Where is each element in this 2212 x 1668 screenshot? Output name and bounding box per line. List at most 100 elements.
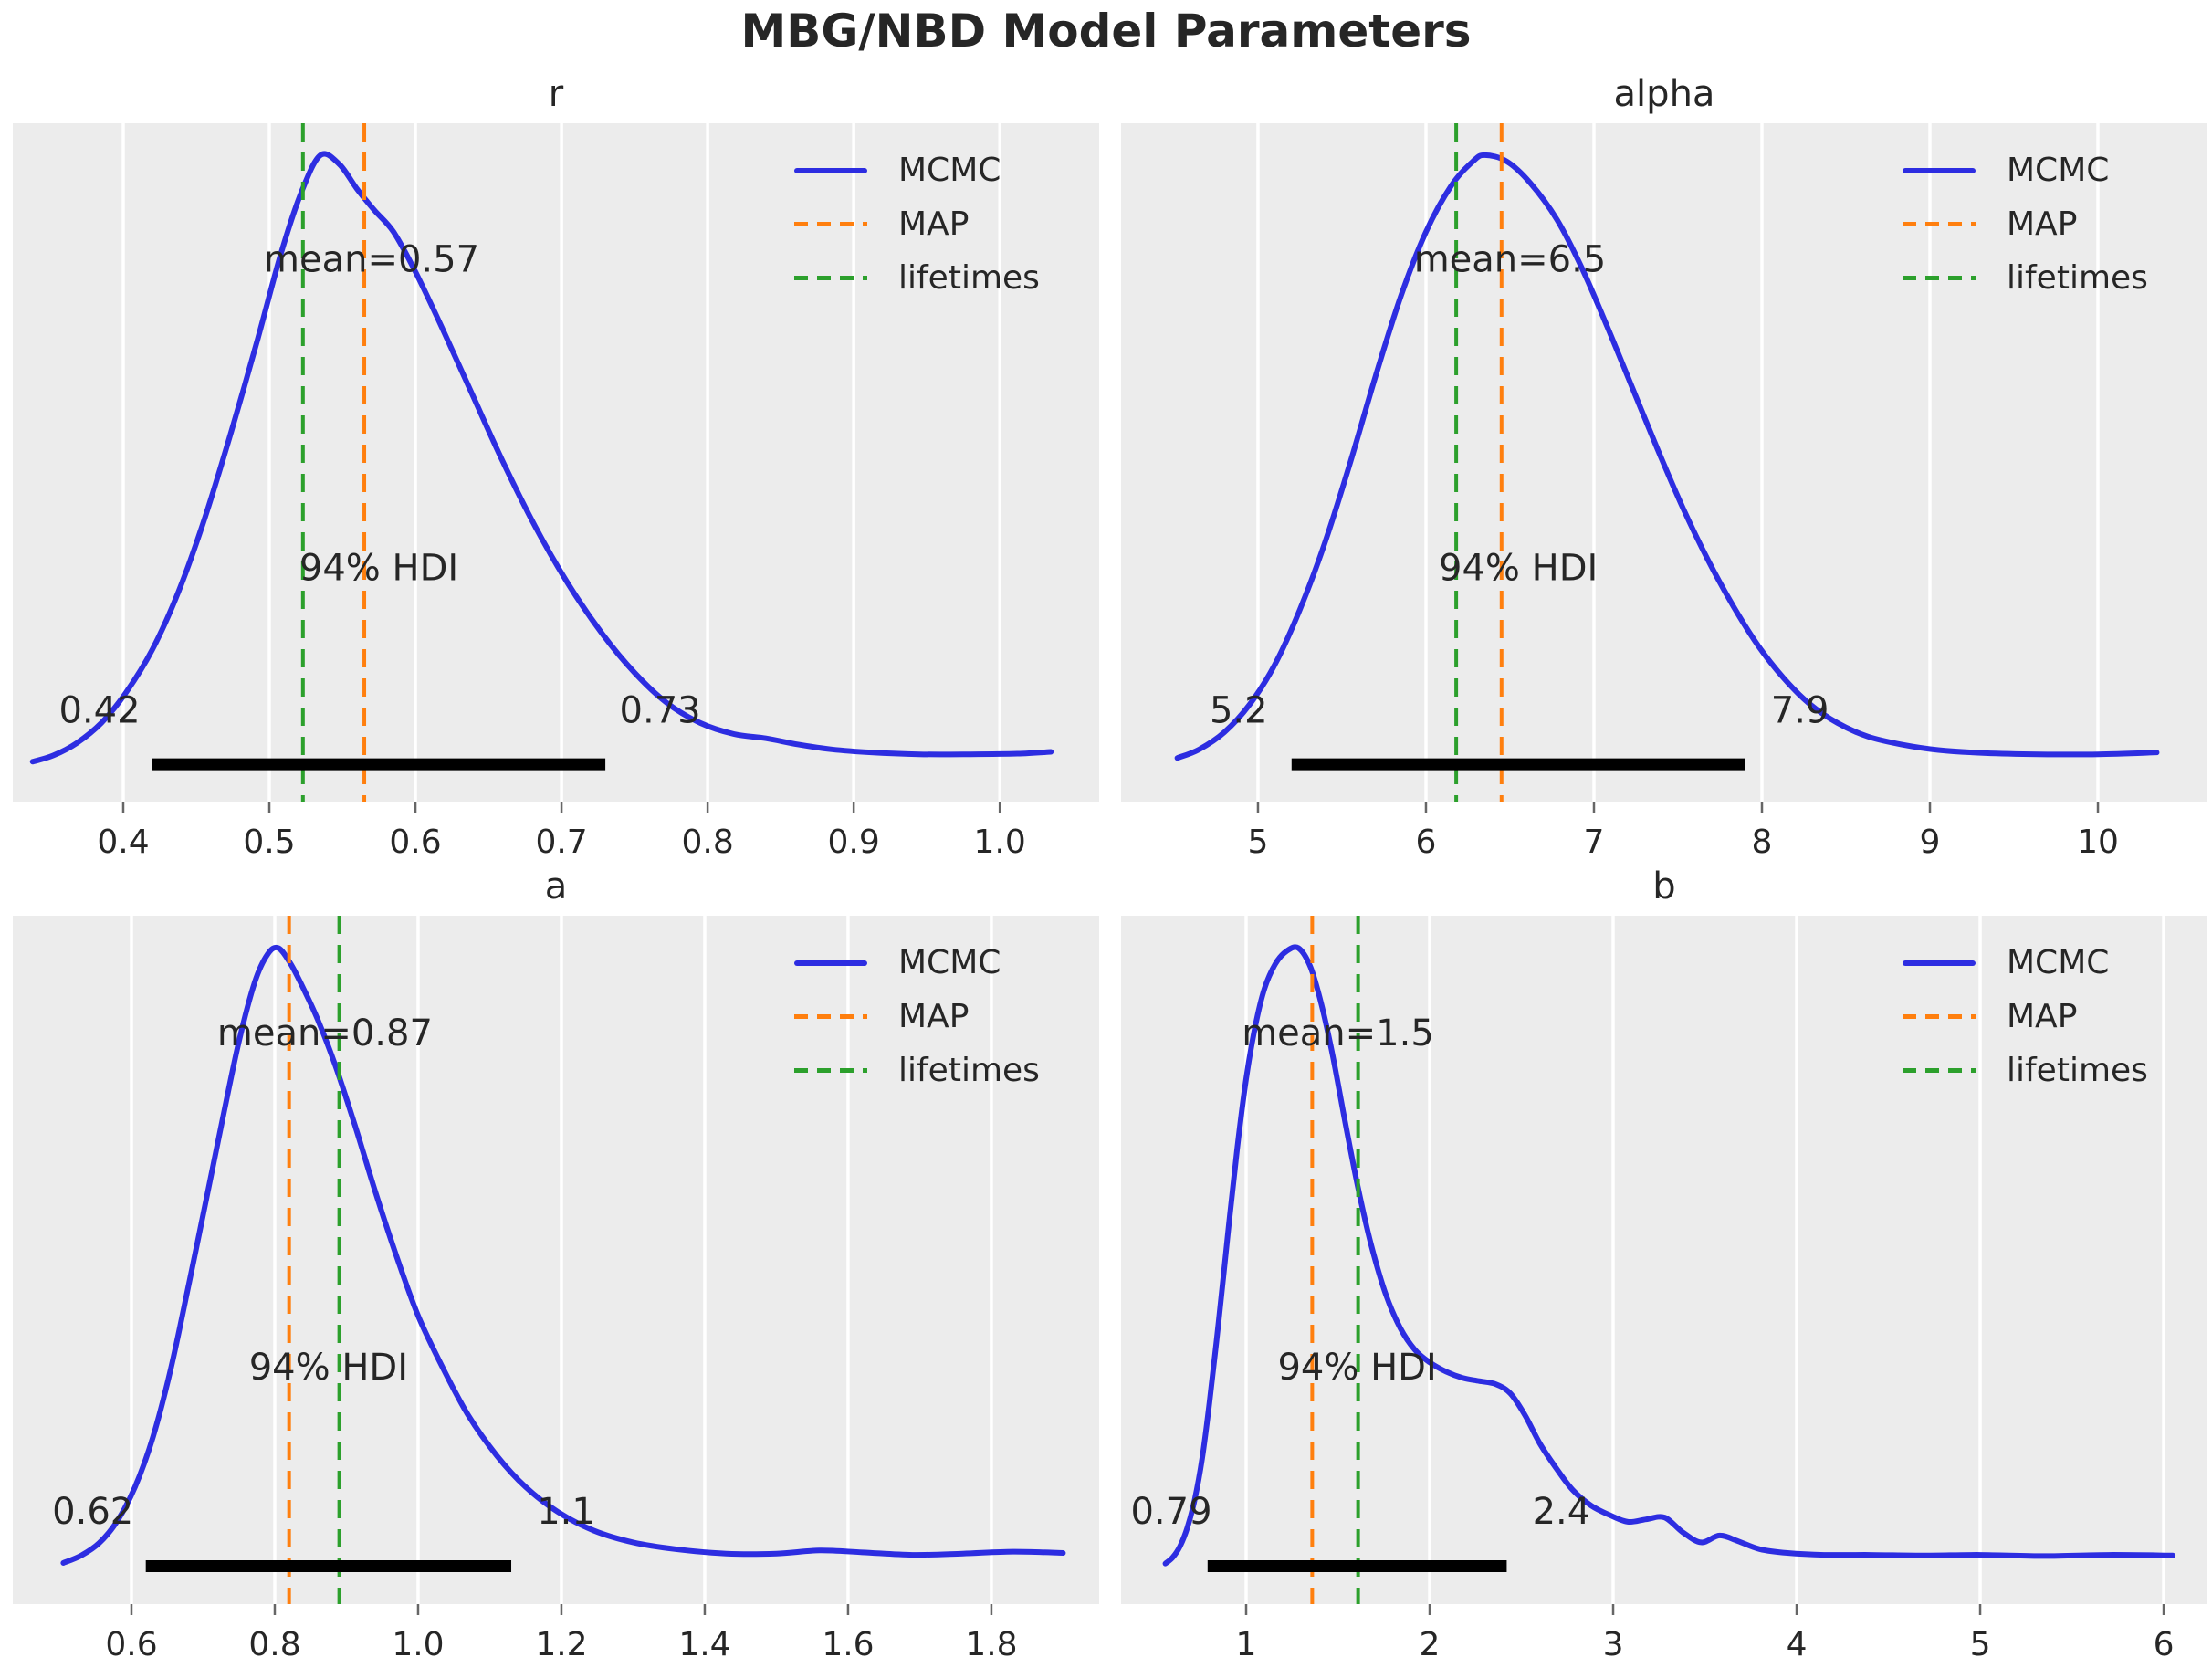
x-tick-label: 0.5 bbox=[243, 824, 295, 861]
legend-label: lifetimes bbox=[2007, 1052, 2148, 1089]
x-tick-label: 0.7 bbox=[535, 824, 587, 861]
axes-b: 1 2 3 4 5 6 mean=1.5 94% HDI 0.79 2.4 bbox=[1121, 916, 2207, 1663]
legend-label: MAP bbox=[898, 205, 970, 243]
legend-item-map: MAP bbox=[1903, 990, 2148, 1044]
axes-alpha: 5 6 7 8 9 10 mean=6.5 94% HDI 5.2 7.9 bbox=[1121, 123, 2207, 861]
x-tick-label: 1.8 bbox=[965, 1626, 1017, 1663]
legend-swatch-lifetimes bbox=[794, 1068, 867, 1073]
legend-label: MAP bbox=[898, 998, 970, 1035]
subplot-title: b bbox=[1652, 865, 1676, 907]
legend-label: lifetimes bbox=[898, 1052, 1040, 1089]
legend-swatch-lifetimes bbox=[794, 276, 867, 280]
x-tick-label: 0.6 bbox=[389, 824, 441, 861]
hdi-low-label: 0.42 bbox=[58, 690, 140, 732]
mcmc-curve bbox=[1162, 944, 2176, 1567]
legend-swatch-lifetimes bbox=[1903, 1068, 1976, 1073]
x-tick-label: 1.0 bbox=[392, 1626, 444, 1663]
mean-label: mean=6.5 bbox=[1414, 239, 1607, 281]
plot-background bbox=[13, 123, 1099, 802]
legend-swatch-mcmc bbox=[794, 960, 867, 966]
legend-swatch-map bbox=[1903, 222, 1976, 226]
x-tick-label: 6 bbox=[1416, 824, 1437, 861]
legend-item-mcmc: MCMC bbox=[1903, 936, 2148, 990]
legend-item-lifetimes: lifetimes bbox=[794, 1044, 1040, 1097]
x-tick-label: 4 bbox=[1787, 1626, 1808, 1663]
x-tick-label: 3 bbox=[1603, 1626, 1624, 1663]
subplot-title: r bbox=[548, 73, 564, 115]
hdi-high-label: 1.1 bbox=[537, 1491, 595, 1533]
legend-label: MCMC bbox=[2007, 152, 2110, 189]
legend-item-map: MAP bbox=[794, 197, 1040, 251]
x-tick-label: 2 bbox=[1420, 1626, 1441, 1663]
legend-swatch-map bbox=[794, 222, 867, 226]
density-panel-r: r 0.4 0.5 0.6 0.7 0.8 0.9 1.0 mean=0.57 94% HDI 0.… bbox=[13, 68, 1099, 865]
hdi-low-label: 0.79 bbox=[1130, 1491, 1211, 1533]
hdi-label: 94% HDI bbox=[1439, 548, 1598, 590]
x-tick-label: 6 bbox=[2154, 1626, 2175, 1663]
mean-label: mean=1.5 bbox=[1242, 1012, 1434, 1054]
legend-item-mcmc: MCMC bbox=[1903, 143, 2148, 197]
mcmc-curve bbox=[60, 944, 1066, 1566]
legend-label: MCMC bbox=[898, 152, 1001, 189]
figure-title: MBG/NBD Model Parameters bbox=[740, 5, 1472, 58]
hdi-high-label: 2.4 bbox=[1533, 1491, 1591, 1533]
x-tick-label: 1.0 bbox=[974, 824, 1026, 861]
x-tick-label: 8 bbox=[1752, 824, 1773, 861]
x-tick-label: 1.6 bbox=[822, 1626, 874, 1663]
hdi-high-label: 7.9 bbox=[1771, 690, 1829, 732]
hdi-low-label: 5.2 bbox=[1210, 690, 1268, 732]
x-tick-label: 1.2 bbox=[535, 1626, 587, 1663]
x-tick-label: 5 bbox=[1970, 1626, 1991, 1663]
axes-a: 0.6 0.8 1.0 1.2 1.4 1.6 1.8 mean=0.87 94% HDI 0.6… bbox=[13, 916, 1099, 1663]
x-tick-label: 0.4 bbox=[97, 824, 149, 861]
legend: MCMC MAP lifetimes bbox=[1903, 143, 2148, 305]
legend: MCMC MAP lifetimes bbox=[794, 936, 1040, 1097]
subplot-title: alpha bbox=[1613, 73, 1715, 115]
x-tick-label: 1 bbox=[1236, 1626, 1257, 1663]
legend-swatch-lifetimes bbox=[1903, 276, 1976, 280]
legend-swatch-mcmc bbox=[1903, 960, 1976, 966]
legend-item-mcmc: MCMC bbox=[794, 936, 1040, 990]
x-tick-label: 0.8 bbox=[248, 1626, 300, 1663]
legend-item-lifetimes: lifetimes bbox=[1903, 251, 2148, 305]
x-tick-label: 5 bbox=[1248, 824, 1269, 861]
hdi-label: 94% HDI bbox=[299, 548, 458, 590]
legend-label: MAP bbox=[2007, 205, 2078, 243]
legend-item-lifetimes: lifetimes bbox=[794, 251, 1040, 305]
legend-label: MCMC bbox=[898, 944, 1001, 981]
hdi-label: 94% HDI bbox=[1277, 1347, 1436, 1389]
legend-label: MCMC bbox=[2007, 944, 2110, 981]
legend-item-lifetimes: lifetimes bbox=[1903, 1044, 2148, 1097]
legend-label: lifetimes bbox=[2007, 259, 2148, 297]
density-panel-b: b 1 2 3 4 5 6 mean=1.5 94% HDI 0.79 2.4 MCMC MAP life… bbox=[1121, 861, 2207, 1668]
hdi-low-label: 0.62 bbox=[52, 1491, 133, 1533]
subplot-title: a bbox=[544, 865, 568, 907]
legend-label: lifetimes bbox=[898, 259, 1040, 297]
legend-swatch-map bbox=[794, 1014, 867, 1019]
mean-label: mean=0.57 bbox=[264, 239, 479, 281]
mcmc-curve bbox=[1174, 152, 2160, 761]
legend: MCMC MAP lifetimes bbox=[1903, 936, 2148, 1097]
legend: MCMC MAP lifetimes bbox=[794, 143, 1040, 305]
hdi-high-label: 0.73 bbox=[620, 690, 701, 732]
axes-r: 0.4 0.5 0.6 0.7 0.8 0.9 1.0 mean=0.57 94% HDI 0.4… bbox=[13, 123, 1099, 861]
legend-item-mcmc: MCMC bbox=[794, 143, 1040, 197]
mcmc-curve bbox=[29, 151, 1054, 765]
x-tick-label: 0.6 bbox=[105, 1626, 157, 1663]
legend-swatch-mcmc bbox=[794, 167, 867, 173]
x-tick-label: 7 bbox=[1584, 824, 1605, 861]
mean-label: mean=0.87 bbox=[217, 1012, 433, 1054]
x-tick-label: 1.4 bbox=[678, 1626, 730, 1663]
plot-background bbox=[1121, 916, 2207, 1604]
legend-item-map: MAP bbox=[1903, 197, 2148, 251]
density-panel-alpha: alpha 5 6 7 8 9 10 mean=6.5 94% HDI 5.2 7.9 MCMC MAP… bbox=[1121, 68, 2207, 865]
legend-item-map: MAP bbox=[794, 990, 1040, 1044]
x-tick-label: 10 bbox=[2077, 824, 2119, 861]
x-tick-label: 0.8 bbox=[681, 824, 733, 861]
density-panel-a: a 0.6 0.8 1.0 1.2 1.4 1.6 1.8 mean=0.87 94% HDI 0.… bbox=[13, 861, 1099, 1668]
x-tick-label: 0.9 bbox=[828, 824, 880, 861]
legend-label: MAP bbox=[2007, 998, 2078, 1035]
legend-swatch-map bbox=[1903, 1014, 1976, 1019]
hdi-label: 94% HDI bbox=[249, 1347, 408, 1389]
